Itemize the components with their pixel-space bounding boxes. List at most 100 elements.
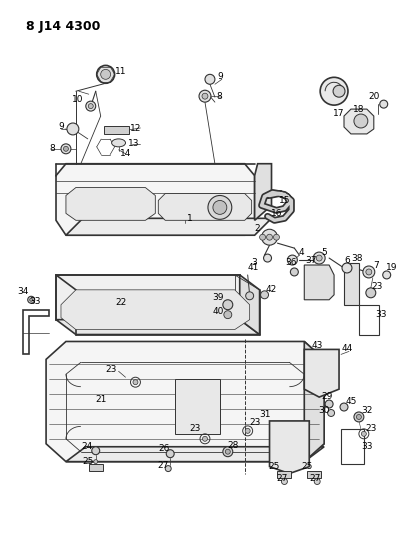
Polygon shape bbox=[66, 447, 323, 462]
Polygon shape bbox=[304, 265, 333, 300]
Text: 22: 22 bbox=[115, 298, 126, 307]
Text: 23: 23 bbox=[370, 282, 381, 292]
Polygon shape bbox=[46, 342, 323, 462]
Text: 9: 9 bbox=[58, 123, 64, 132]
Text: 2: 2 bbox=[254, 224, 260, 233]
Text: 8: 8 bbox=[215, 92, 221, 101]
Text: 45: 45 bbox=[344, 397, 356, 406]
Circle shape bbox=[379, 100, 387, 108]
Circle shape bbox=[263, 254, 271, 262]
Text: 39: 39 bbox=[212, 293, 223, 302]
Circle shape bbox=[319, 77, 347, 105]
Circle shape bbox=[261, 229, 277, 245]
Polygon shape bbox=[254, 164, 271, 220]
Text: 25: 25 bbox=[82, 457, 93, 466]
Circle shape bbox=[85, 101, 95, 111]
Text: 27: 27 bbox=[276, 474, 288, 483]
Text: 16: 16 bbox=[270, 209, 282, 218]
Text: 33: 33 bbox=[374, 310, 385, 319]
Polygon shape bbox=[89, 464, 102, 471]
Text: 36: 36 bbox=[285, 257, 296, 266]
Circle shape bbox=[201, 93, 207, 99]
Text: 31: 31 bbox=[258, 410, 269, 419]
Text: 9: 9 bbox=[217, 72, 222, 81]
Text: 19: 19 bbox=[385, 263, 397, 272]
Circle shape bbox=[198, 90, 211, 102]
Circle shape bbox=[290, 268, 298, 276]
Text: 5: 5 bbox=[320, 248, 326, 256]
Text: 29: 29 bbox=[321, 392, 332, 401]
Polygon shape bbox=[304, 350, 338, 397]
Circle shape bbox=[360, 431, 365, 437]
Text: 25: 25 bbox=[268, 462, 279, 471]
Polygon shape bbox=[56, 275, 239, 320]
Text: 13: 13 bbox=[128, 139, 139, 148]
Circle shape bbox=[314, 479, 319, 484]
Circle shape bbox=[61, 144, 71, 154]
Circle shape bbox=[30, 298, 32, 301]
Circle shape bbox=[205, 74, 215, 84]
Circle shape bbox=[225, 449, 230, 454]
Polygon shape bbox=[66, 219, 271, 235]
Polygon shape bbox=[56, 164, 254, 235]
Text: 40: 40 bbox=[212, 307, 223, 316]
Text: 26: 26 bbox=[158, 444, 170, 453]
Text: 3: 3 bbox=[251, 257, 257, 266]
Circle shape bbox=[207, 196, 231, 219]
Circle shape bbox=[365, 288, 375, 298]
Text: 1: 1 bbox=[187, 214, 192, 223]
Circle shape bbox=[341, 263, 351, 273]
Polygon shape bbox=[239, 275, 259, 335]
Circle shape bbox=[133, 379, 138, 385]
Circle shape bbox=[91, 447, 99, 455]
Text: 44: 44 bbox=[340, 344, 352, 353]
Circle shape bbox=[356, 415, 360, 419]
Text: 33: 33 bbox=[29, 297, 41, 306]
Circle shape bbox=[281, 479, 287, 484]
Text: 27: 27 bbox=[157, 461, 168, 470]
Polygon shape bbox=[343, 109, 373, 134]
Text: 14: 14 bbox=[119, 149, 131, 158]
Circle shape bbox=[88, 103, 93, 109]
Circle shape bbox=[365, 269, 371, 275]
Circle shape bbox=[353, 114, 367, 128]
Text: 11: 11 bbox=[115, 67, 126, 76]
Text: 7: 7 bbox=[372, 261, 378, 270]
Polygon shape bbox=[175, 379, 219, 434]
Text: 20: 20 bbox=[367, 92, 379, 101]
Text: 37: 37 bbox=[305, 255, 316, 264]
Text: 15: 15 bbox=[278, 196, 290, 205]
Text: 41: 41 bbox=[247, 263, 259, 272]
Text: 43: 43 bbox=[311, 341, 322, 350]
Circle shape bbox=[202, 437, 207, 441]
Circle shape bbox=[245, 292, 253, 300]
Circle shape bbox=[222, 300, 232, 310]
Circle shape bbox=[28, 296, 34, 303]
Polygon shape bbox=[158, 193, 251, 220]
Text: 17: 17 bbox=[332, 109, 344, 118]
Circle shape bbox=[222, 447, 232, 457]
Text: 23: 23 bbox=[248, 418, 260, 427]
Circle shape bbox=[353, 412, 363, 422]
Circle shape bbox=[339, 403, 347, 411]
Ellipse shape bbox=[111, 139, 125, 147]
Polygon shape bbox=[66, 188, 155, 220]
Circle shape bbox=[245, 429, 249, 433]
Polygon shape bbox=[306, 471, 320, 478]
Circle shape bbox=[266, 234, 272, 240]
Text: 8: 8 bbox=[49, 144, 55, 154]
Circle shape bbox=[67, 123, 79, 135]
Polygon shape bbox=[277, 471, 291, 478]
Text: 4: 4 bbox=[298, 248, 304, 256]
Text: 33: 33 bbox=[360, 442, 372, 451]
Circle shape bbox=[165, 466, 171, 472]
Text: 8 J14 4300: 8 J14 4300 bbox=[26, 20, 100, 33]
Circle shape bbox=[100, 69, 110, 79]
Circle shape bbox=[93, 459, 97, 464]
Text: 30: 30 bbox=[318, 407, 329, 416]
Text: 25: 25 bbox=[301, 462, 312, 471]
Text: 10: 10 bbox=[72, 95, 83, 103]
Text: 23: 23 bbox=[189, 424, 200, 433]
Text: 38: 38 bbox=[350, 254, 362, 263]
Text: 27: 27 bbox=[309, 474, 320, 483]
